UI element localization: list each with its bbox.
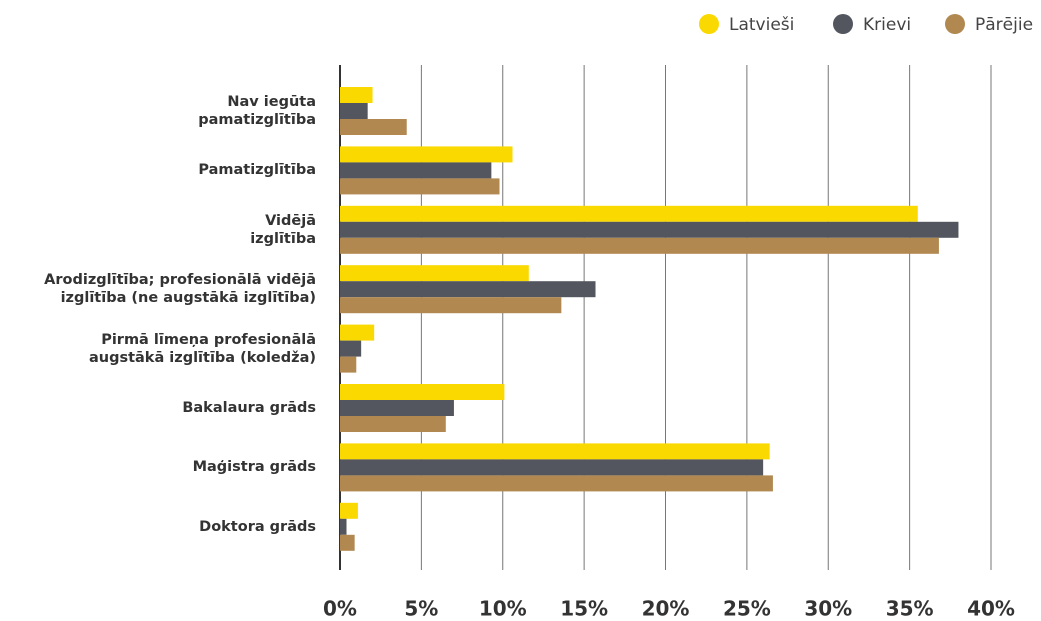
bar bbox=[340, 297, 562, 314]
bar bbox=[340, 340, 362, 357]
x-tick-label: 0% bbox=[323, 597, 357, 621]
bar bbox=[340, 400, 454, 416]
y-tick-label: Bakalaura grāds bbox=[182, 400, 316, 416]
bar bbox=[340, 475, 773, 492]
legend-swatch bbox=[833, 14, 853, 34]
y-tick-label: Vidējā izglītība bbox=[250, 212, 316, 247]
bar bbox=[340, 384, 505, 400]
legend-label: Latvieši bbox=[729, 15, 794, 35]
bar bbox=[340, 265, 529, 282]
bar bbox=[340, 205, 918, 222]
y-tick-label: Maģistra grāds bbox=[192, 459, 316, 476]
bar bbox=[340, 356, 357, 373]
bar bbox=[340, 146, 513, 163]
legend-swatch bbox=[699, 14, 719, 34]
bar bbox=[340, 103, 368, 119]
bar bbox=[340, 281, 596, 298]
x-tick-label: 35% bbox=[886, 597, 934, 621]
bar bbox=[340, 178, 500, 195]
y-tick-label: Doktora grāds bbox=[199, 518, 316, 535]
bar bbox=[340, 221, 959, 238]
bar bbox=[340, 119, 407, 135]
x-tick-label: 40% bbox=[967, 597, 1015, 621]
x-tick-label: 10% bbox=[479, 597, 527, 621]
bar bbox=[340, 324, 375, 341]
bar bbox=[340, 87, 373, 103]
x-tick-label: 15% bbox=[560, 597, 608, 621]
x-tick-label: 5% bbox=[404, 597, 438, 621]
bar bbox=[340, 518, 347, 535]
x-tick-label: 25% bbox=[723, 597, 771, 621]
x-tick-label: 20% bbox=[642, 597, 690, 621]
legend-label: Pārējie bbox=[975, 15, 1033, 35]
bar bbox=[340, 443, 770, 460]
bar bbox=[340, 416, 446, 432]
x-tick-label: 30% bbox=[804, 597, 852, 621]
y-tick-label: Pamatizglītība bbox=[198, 162, 316, 179]
y-tick-label: Pirmā līmeņa profesionālā augstākā izglī… bbox=[88, 331, 316, 366]
bar bbox=[340, 534, 355, 551]
bar bbox=[340, 502, 358, 519]
bar bbox=[340, 162, 492, 179]
y-tick-label: Arodizglītība; profesionālā vidējā izglī… bbox=[44, 272, 316, 307]
bar bbox=[340, 459, 764, 476]
bar bbox=[340, 237, 939, 254]
legend-swatch bbox=[945, 14, 965, 34]
y-tick-label: Nav iegūta pamatizglītība bbox=[198, 94, 316, 128]
legend-label: Krievi bbox=[863, 15, 911, 35]
